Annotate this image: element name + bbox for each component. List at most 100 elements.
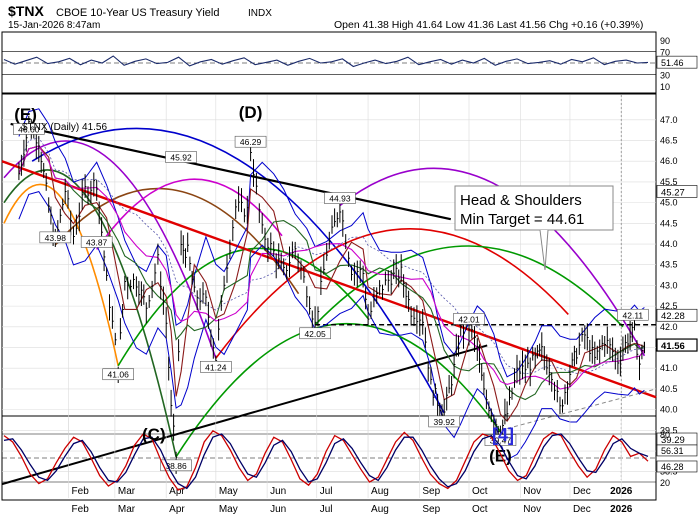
- osc-tick-label: 20: [660, 478, 670, 488]
- oscillator-lines: [3, 429, 649, 491]
- month-label: Aug: [371, 486, 389, 497]
- cycle-label-c: (C): [142, 425, 166, 444]
- price-label: 41.06: [108, 370, 130, 380]
- top-tick-label: 70: [660, 47, 670, 57]
- month-axis-bottom: Feb Mar Apr May Jun Jul Aug Sep Oct Nov Dec 2026: [72, 504, 633, 515]
- right-price-label: 39.29: [661, 435, 685, 446]
- top-indicator-ticks: 907050301051.46: [656, 36, 698, 92]
- price-label-box: [165, 151, 197, 163]
- top-indicator-line: [3, 55, 649, 68]
- price-label: 44.93: [329, 194, 351, 204]
- cycle-arc: [339, 167, 646, 357]
- month-label: Jul: [320, 486, 333, 497]
- month-label-bottom: Jul: [320, 504, 333, 515]
- wave-label: (E): [489, 446, 512, 465]
- cycle-arc: [96, 178, 283, 250]
- cycle-arc: [3, 169, 177, 457]
- price-label: 45.92: [170, 153, 192, 163]
- month-label: Jun: [270, 486, 286, 497]
- price-tick-label: 43.0: [660, 280, 678, 290]
- price-annotations: 46.60 43.98 43.87 41.06 45.92 38.86 41.24 46.29…: [13, 103, 649, 472]
- price-legend: $TNX (Daily) 41.56: [22, 122, 107, 133]
- month-label: Oct: [472, 486, 488, 497]
- month-label-bottom: Jun: [270, 504, 286, 515]
- datetime-label: 15-Jan-2026 8:47am: [8, 20, 100, 31]
- price-tick-label: 44.5: [660, 218, 678, 228]
- month-label: May: [219, 486, 238, 497]
- oscillator-ticks: 80 20 56.31 46.28: [656, 430, 698, 488]
- price-tick-label: 45.0: [660, 198, 678, 208]
- month-label: Mar: [118, 486, 136, 497]
- price-right-labels: 45.27 42.28 41.56 39.29: [656, 185, 698, 446]
- osc-value-label: 46.28: [661, 462, 684, 472]
- month-label-bottom: Dec: [573, 504, 591, 515]
- price-tick-label: 46.5: [660, 136, 678, 146]
- instrument-name: CBOE 10-Year US Treasury Yield: [56, 7, 219, 19]
- price-label-box: [102, 368, 134, 381]
- right-price-label: 41.56: [661, 341, 685, 352]
- cycle-arc: [3, 183, 119, 366]
- osc-value-box: [656, 460, 698, 473]
- price-label-box: [234, 135, 267, 148]
- exchange-label: INDX: [248, 8, 272, 19]
- wave-label: (D): [239, 103, 263, 122]
- month-label-bottom: May: [219, 504, 238, 515]
- price-tick-label: 40.0: [660, 405, 678, 415]
- price-label-box: [324, 192, 356, 204]
- lower-band: [18, 191, 645, 461]
- price-tick-label: 45.5: [660, 177, 678, 187]
- symbol-label: $TNX: [8, 3, 44, 19]
- upper-band: [18, 108, 645, 378]
- price-label: 38.86: [165, 461, 187, 471]
- price-label-box: [617, 308, 649, 321]
- price-tick-label: 39.5: [660, 425, 678, 435]
- month-label-bottom: Nov: [523, 504, 541, 515]
- month-label: Apr: [169, 486, 185, 497]
- month-label-bottom: Oct: [472, 504, 488, 515]
- month-label-bottom: Sep: [422, 504, 440, 515]
- cycle-label-4: [4]: [492, 425, 514, 445]
- price-label-box: [13, 123, 45, 135]
- price-grid: [2, 95, 656, 480]
- price-tick-label: 44.0: [660, 239, 678, 249]
- osc-value-label: 56.31: [661, 446, 684, 456]
- price-tick-label: 42.0: [660, 322, 678, 332]
- top-indicator-series: [3, 55, 649, 68]
- price-label-box: [299, 327, 331, 340]
- price-label: 41.24: [205, 362, 227, 372]
- head-shoulders-callout: Head & Shoulders Min Target = 44.61: [454, 185, 614, 271]
- price-tick-label: 47.0: [660, 115, 678, 125]
- support-channel: [500, 388, 657, 431]
- price-label-box: [453, 313, 485, 325]
- cycle-arc: [31, 127, 445, 414]
- price-tick-label: 40.5: [660, 384, 678, 394]
- month-label-bottom: Feb: [72, 504, 90, 515]
- ohlc-readout: Open 41.38 High 41.64 Low 41.36 Last 41.…: [334, 19, 643, 31]
- price-label-box: [160, 459, 192, 472]
- callout-line1: Head & Shoulders: [460, 192, 582, 209]
- osc-value-box: [656, 444, 698, 457]
- price-label: 42.05: [304, 329, 326, 339]
- right-price-box: [656, 308, 698, 322]
- cycle-arc: [215, 228, 569, 359]
- right-price-box: [656, 185, 698, 198]
- osc-series-slow: [3, 433, 649, 490]
- price-label: 42.11: [623, 310, 644, 320]
- top-value-label: 51.46: [661, 58, 684, 68]
- price-tick-label: 41.0: [660, 363, 678, 373]
- osc-tick-label: 80: [660, 430, 670, 440]
- price-label-box: [39, 231, 72, 244]
- month-label-bottom: 2026: [610, 504, 633, 515]
- month-label-bottom: Apr: [169, 504, 185, 515]
- price-label-box: [200, 360, 232, 373]
- top-value-box: [656, 55, 698, 69]
- top-tick-label: 10: [660, 82, 670, 92]
- wave-label: (E): [14, 105, 37, 124]
- oscillator-grid: [2, 418, 656, 498]
- month-label: Nov: [523, 486, 541, 497]
- callout-line2: Min Target = 44.61: [460, 211, 584, 228]
- price-y-ticks: 47.0 46.5 46.0 45.5 45.0 44.5 44.0 43.5 43.0 42.5…: [660, 115, 678, 477]
- top-tick-label: 90: [660, 36, 670, 46]
- osc-series-fast: [3, 429, 649, 491]
